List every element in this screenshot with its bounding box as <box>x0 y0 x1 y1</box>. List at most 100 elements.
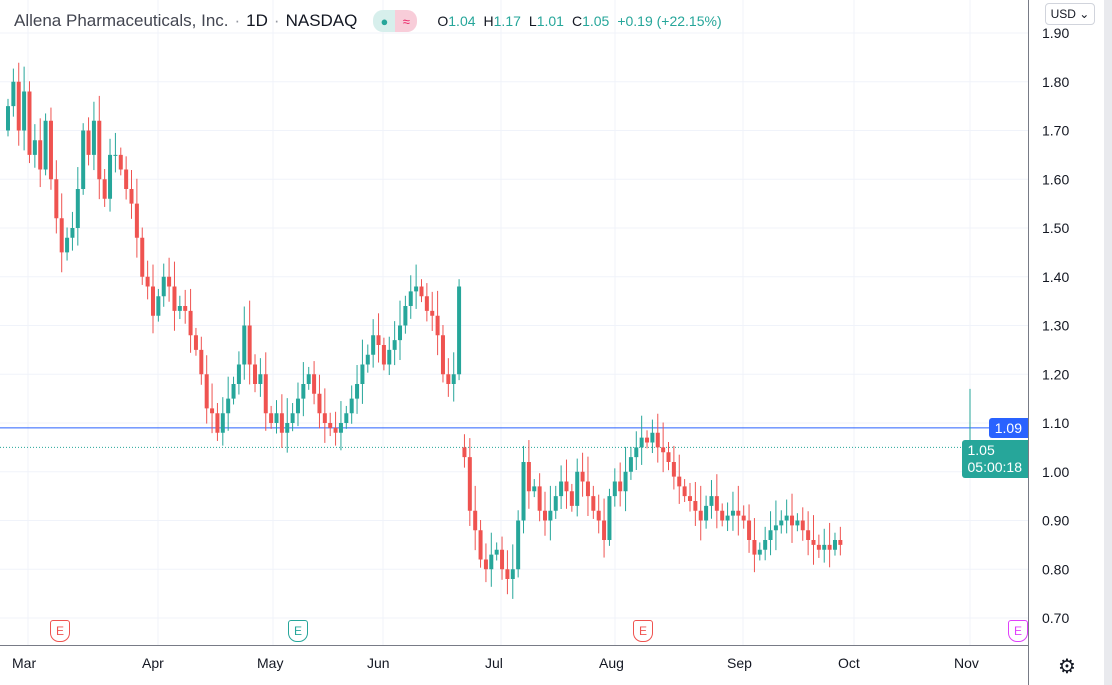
candle-body <box>639 437 644 448</box>
candle-body <box>838 540 843 545</box>
candle-body <box>113 154 118 156</box>
candle-body <box>784 515 789 521</box>
candle-body <box>258 374 263 384</box>
price-tick-label: 1.70 <box>1042 123 1069 139</box>
candle-body <box>704 505 709 521</box>
price-tick-label: 1.80 <box>1042 74 1069 90</box>
candle-body <box>285 423 290 433</box>
candle-body <box>414 286 419 292</box>
candle-body <box>145 276 150 287</box>
candle-body <box>806 530 811 540</box>
candle-body <box>457 286 462 375</box>
candle-body <box>602 520 607 540</box>
ohlc-values: O1.04 H1.17 L1.01 C1.05 +0.19 (+22.15%) <box>437 13 722 29</box>
candle-body <box>172 286 177 311</box>
candle-body <box>183 306 188 311</box>
candle-body <box>832 540 837 550</box>
candle-body <box>43 120 48 170</box>
candle-body <box>816 544 821 550</box>
candle-body <box>70 228 75 238</box>
candle-body <box>408 291 413 306</box>
candle-body <box>752 540 757 555</box>
candle-body <box>693 501 698 511</box>
candle-body <box>747 520 752 540</box>
candle-body <box>768 530 773 540</box>
candle-body <box>822 544 827 550</box>
candle-body <box>365 354 370 365</box>
candle-body <box>618 481 623 492</box>
time-tick-label: Nov <box>954 655 979 671</box>
candle-body <box>628 457 633 472</box>
status-pill[interactable]: ● ≈ <box>373 10 418 32</box>
candle-body <box>596 510 601 521</box>
candle-body <box>167 276 172 287</box>
exchange: NASDAQ <box>285 11 358 30</box>
interval[interactable]: 1D <box>246 11 268 30</box>
candle-body <box>634 447 639 458</box>
candle-body <box>773 525 778 531</box>
candle-body <box>290 413 295 423</box>
candle-body <box>59 218 64 253</box>
candle-body <box>242 325 247 365</box>
candle-body <box>91 120 96 155</box>
time-tick-label: Mar <box>12 655 36 671</box>
candle-body <box>612 481 617 497</box>
currency-dropdown[interactable]: USD ⌄ <box>1045 3 1095 25</box>
candle-body <box>800 520 805 531</box>
time-tick-label: Apr <box>142 655 164 671</box>
candle-body <box>645 437 650 443</box>
candle-body <box>387 349 392 365</box>
candle-body <box>650 432 655 443</box>
price-tick-label: 1.40 <box>1042 269 1069 285</box>
candle-body <box>682 486 687 497</box>
candle-body <box>333 427 338 433</box>
candle-body <box>27 91 32 155</box>
candle-body <box>419 286 424 297</box>
candle-body <box>687 496 692 501</box>
earnings-marker[interactable]: E <box>288 620 308 642</box>
time-tick-label: Jul <box>485 655 503 671</box>
candle-body <box>666 452 671 462</box>
candle-body <box>548 510 553 521</box>
candle-body <box>698 510 703 521</box>
earnings-marker[interactable]: E <box>1008 620 1028 642</box>
candle-body <box>48 120 53 180</box>
candle-body <box>543 510 547 521</box>
candle-body <box>295 398 300 414</box>
candle-body <box>247 325 252 365</box>
candle-body <box>236 364 241 384</box>
candle-body <box>16 81 21 131</box>
price-tick-label: 0.70 <box>1042 610 1069 626</box>
candle-body <box>483 559 488 570</box>
candle-body <box>317 393 322 414</box>
candle-body <box>537 486 542 511</box>
time-tick-label: May <box>257 655 283 671</box>
candle-body <box>193 335 198 350</box>
candle-body <box>215 413 220 433</box>
separator: · <box>273 11 280 30</box>
candle-body <box>827 544 832 550</box>
candle-body <box>430 310 435 316</box>
candle-body <box>199 349 204 375</box>
price-tick-label: 0.90 <box>1042 513 1069 529</box>
candle-body <box>607 496 612 540</box>
candle-body <box>516 520 521 570</box>
candle-body <box>591 496 596 511</box>
settings-gear-icon[interactable]: ⚙ <box>1058 656 1076 678</box>
price-tick-label: 1.20 <box>1042 366 1069 382</box>
candle-body <box>446 374 451 384</box>
candle-body <box>398 325 403 341</box>
candle-body <box>108 154 113 199</box>
earnings-marker[interactable]: E <box>633 620 653 642</box>
candle-body <box>725 515 730 521</box>
earnings-marker[interactable]: E <box>50 620 70 642</box>
candle-body <box>559 481 564 497</box>
candle-body <box>505 569 510 579</box>
candle-body <box>150 286 155 316</box>
candle-body <box>97 120 102 180</box>
candle-body <box>714 496 719 511</box>
candle-body <box>392 340 397 350</box>
candle-body <box>81 130 86 189</box>
candle-body <box>102 179 107 199</box>
